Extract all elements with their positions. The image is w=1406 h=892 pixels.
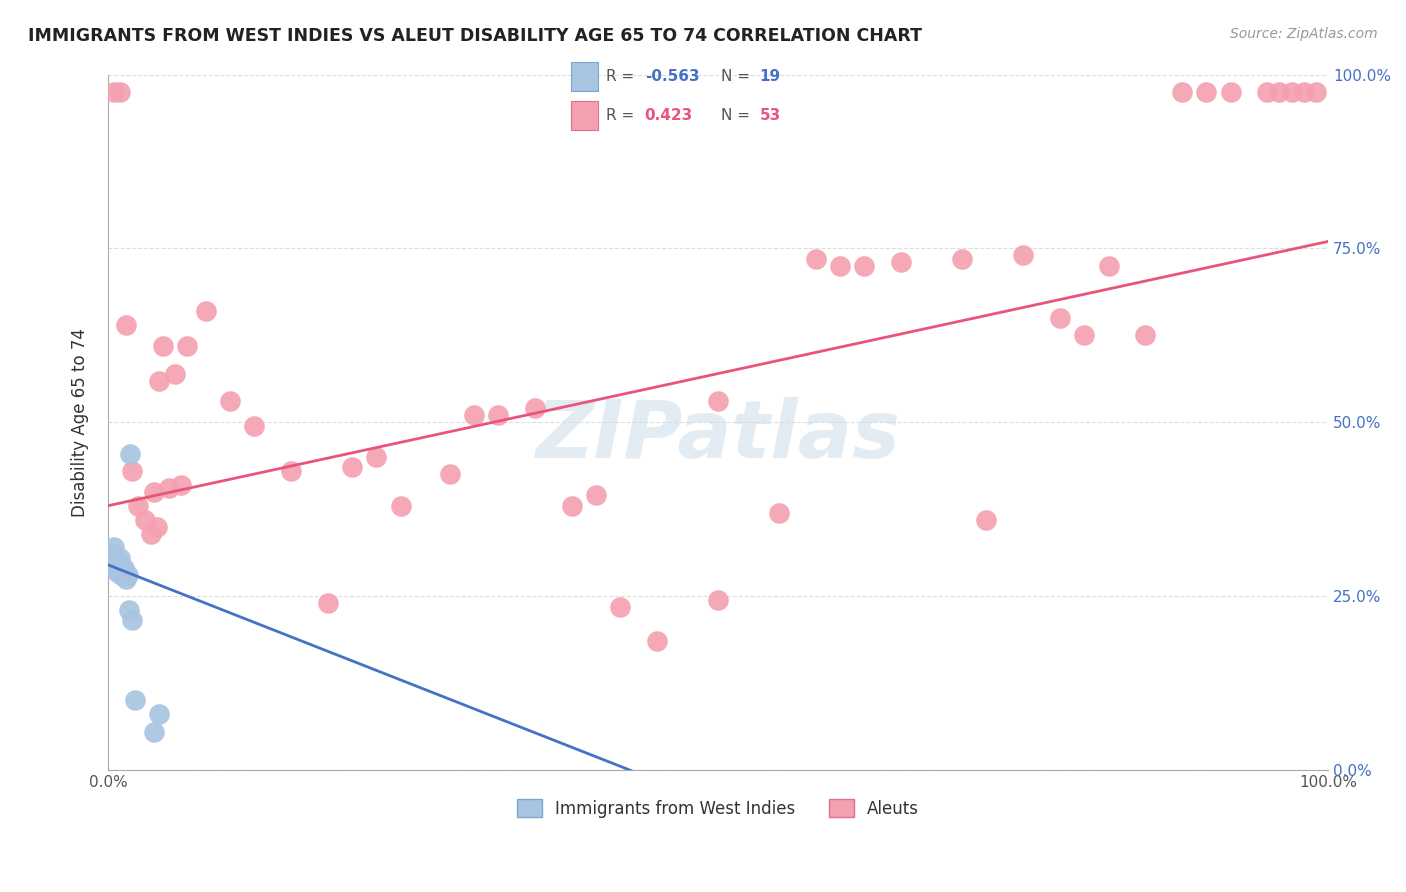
Point xyxy=(124,693,146,707)
Point xyxy=(1133,328,1156,343)
Point xyxy=(103,558,125,572)
Point xyxy=(118,603,141,617)
Point xyxy=(148,707,170,722)
Point xyxy=(1281,85,1303,99)
Point xyxy=(804,252,827,266)
Text: IMMIGRANTS FROM WEST INDIES VS ALEUT DISABILITY AGE 65 TO 74 CORRELATION CHART: IMMIGRANTS FROM WEST INDIES VS ALEUT DIS… xyxy=(28,27,922,45)
Point xyxy=(1170,85,1192,99)
Bar xyxy=(571,62,598,91)
Point xyxy=(1073,328,1095,343)
Point xyxy=(976,513,998,527)
Point xyxy=(316,596,339,610)
Point xyxy=(194,304,217,318)
Text: 53: 53 xyxy=(759,108,782,123)
Point xyxy=(117,568,139,582)
Point xyxy=(110,568,132,582)
Point xyxy=(115,572,138,586)
Point xyxy=(853,259,876,273)
Point xyxy=(108,85,131,99)
Point xyxy=(463,409,485,423)
Point xyxy=(1049,310,1071,325)
Text: ZIPatlas: ZIPatlas xyxy=(536,397,901,475)
Text: Source: ZipAtlas.com: Source: ZipAtlas.com xyxy=(1230,27,1378,41)
Point xyxy=(111,565,134,579)
Point xyxy=(165,367,187,381)
Point xyxy=(1097,259,1119,273)
Legend: Immigrants from West Indies, Aleuts: Immigrants from West Indies, Aleuts xyxy=(510,793,927,824)
Point xyxy=(170,478,193,492)
Point xyxy=(488,409,510,423)
Point xyxy=(107,554,129,568)
Point xyxy=(561,499,583,513)
Point xyxy=(128,499,150,513)
Point xyxy=(950,252,973,266)
Point xyxy=(609,599,631,614)
Point xyxy=(176,339,198,353)
Point xyxy=(1256,85,1278,99)
Point xyxy=(1219,85,1241,99)
Point xyxy=(366,450,388,464)
Point xyxy=(148,374,170,388)
Point xyxy=(243,418,266,433)
Text: N =: N = xyxy=(721,69,755,84)
Point xyxy=(112,561,135,575)
Text: 0.423: 0.423 xyxy=(644,108,693,123)
Point xyxy=(146,519,169,533)
Point xyxy=(707,394,730,409)
Point xyxy=(115,318,138,332)
Point xyxy=(1292,85,1315,99)
Bar xyxy=(571,101,598,130)
Text: R =: R = xyxy=(606,108,644,123)
Point xyxy=(103,541,125,555)
Point xyxy=(340,460,363,475)
Point xyxy=(524,401,547,416)
Point xyxy=(828,259,851,273)
Point xyxy=(280,464,302,478)
Point xyxy=(1305,85,1327,99)
Point xyxy=(1195,85,1218,99)
Point xyxy=(108,558,131,572)
Point xyxy=(219,394,242,409)
Point xyxy=(121,614,143,628)
Point xyxy=(157,481,180,495)
Point xyxy=(890,255,912,269)
Point xyxy=(1268,85,1291,99)
Point xyxy=(118,446,141,460)
Point xyxy=(105,565,128,579)
Point xyxy=(389,499,412,513)
Point xyxy=(585,488,607,502)
Text: N =: N = xyxy=(721,108,755,123)
Y-axis label: Disability Age 65 to 74: Disability Age 65 to 74 xyxy=(72,328,89,516)
Point xyxy=(143,484,166,499)
Point xyxy=(645,634,668,648)
Point xyxy=(707,592,730,607)
Point xyxy=(152,339,174,353)
Point xyxy=(1012,248,1035,262)
Point xyxy=(103,85,125,99)
Point xyxy=(121,464,143,478)
Point xyxy=(143,724,166,739)
Point xyxy=(139,526,162,541)
Text: 19: 19 xyxy=(759,69,780,84)
Point xyxy=(108,550,131,565)
Point xyxy=(105,558,128,572)
Point xyxy=(768,506,790,520)
Point xyxy=(103,548,125,562)
Text: R =: R = xyxy=(606,69,640,84)
Point xyxy=(134,513,156,527)
Text: -0.563: -0.563 xyxy=(644,69,699,84)
Point xyxy=(439,467,461,482)
